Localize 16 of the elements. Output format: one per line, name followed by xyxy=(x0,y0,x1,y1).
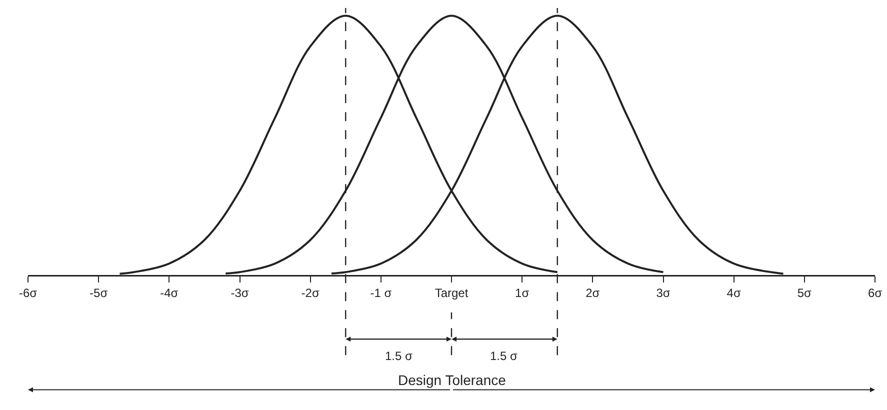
x-tick-label: 5σ xyxy=(797,286,812,300)
x-tick-label: 6σ xyxy=(868,286,883,300)
text: 1.5 σ xyxy=(385,349,414,363)
x-tick-label: 1σ xyxy=(515,286,530,300)
x-tick-label: -1 σ xyxy=(370,286,392,300)
x-tick-label: -4σ xyxy=(160,286,179,300)
x-tick-label: 3σ xyxy=(656,286,671,300)
x-tick-label: -3σ xyxy=(230,286,250,300)
x-tick-label: -6σ xyxy=(18,286,38,300)
x-tick-label: 2σ xyxy=(586,286,600,300)
text: Design Tolerance xyxy=(398,372,506,388)
x-tick-label: -5σ xyxy=(90,286,108,300)
x-tick-label: 4σ xyxy=(726,286,742,300)
text: 1.5 σ xyxy=(490,349,518,363)
x-tick-label: -2σ xyxy=(301,286,320,300)
x-tick-label: Target xyxy=(434,286,469,300)
